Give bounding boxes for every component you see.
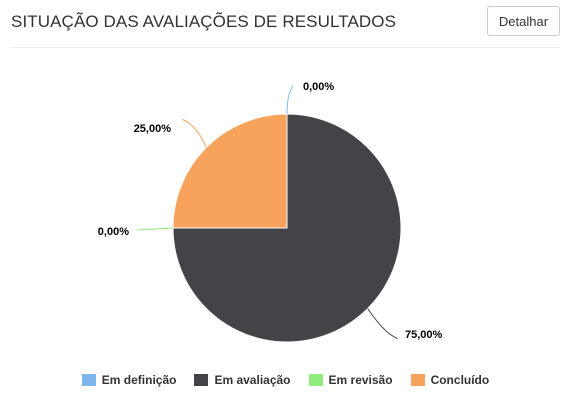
pie-slice-em-avaliacao[interactable] [172, 113, 402, 343]
header-divider [11, 47, 560, 48]
detail-button[interactable]: Detalhar [487, 6, 560, 36]
connector-concluido [182, 118, 207, 148]
legend-item-em-avaliacao[interactable]: Em avaliação [194, 373, 291, 387]
legend-swatch [308, 374, 323, 386]
connector-em-revisao [136, 227, 174, 231]
legend-item-concluido[interactable]: Concluído [410, 373, 490, 387]
data-label-em-avaliacao: 75,00% [405, 329, 443, 341]
data-label-em-revisao: 0,00% [98, 226, 129, 238]
legend-swatch [194, 374, 209, 386]
data-label-concluido: 25,00% [134, 123, 172, 135]
legend-label: Em avaliação [214, 373, 291, 387]
legend-swatch [81, 374, 96, 386]
legend-item-em-revisao[interactable]: Em revisão [308, 373, 393, 387]
data-label-connectors [136, 85, 398, 340]
page-title: SITUAÇÃO DAS AVALIAÇÕES DE RESULTADOS [11, 12, 397, 31]
connector-em-definicao [286, 85, 294, 115]
legend-label: Concluído [430, 373, 490, 387]
legend-swatch [410, 374, 425, 386]
panel-header: SITUAÇÃO DAS AVALIAÇÕES DE RESULTADOS De… [0, 0, 571, 48]
legend-label: Em definição [101, 373, 177, 387]
pie-slices [172, 113, 402, 343]
data-labels: 0,00% 75,00% 0,00% 25,00% [98, 81, 443, 341]
pie-slice-concluido[interactable] [172, 113, 288, 229]
legend-item-em-definicao[interactable]: Em definição [81, 373, 177, 387]
data-label-em-definicao: 0,00% [303, 81, 334, 93]
connector-em-avaliacao [367, 308, 398, 340]
legend-label: Em revisão [328, 373, 393, 387]
chart-legend: Em definição Em avaliação Em revisão Con… [0, 371, 571, 389]
